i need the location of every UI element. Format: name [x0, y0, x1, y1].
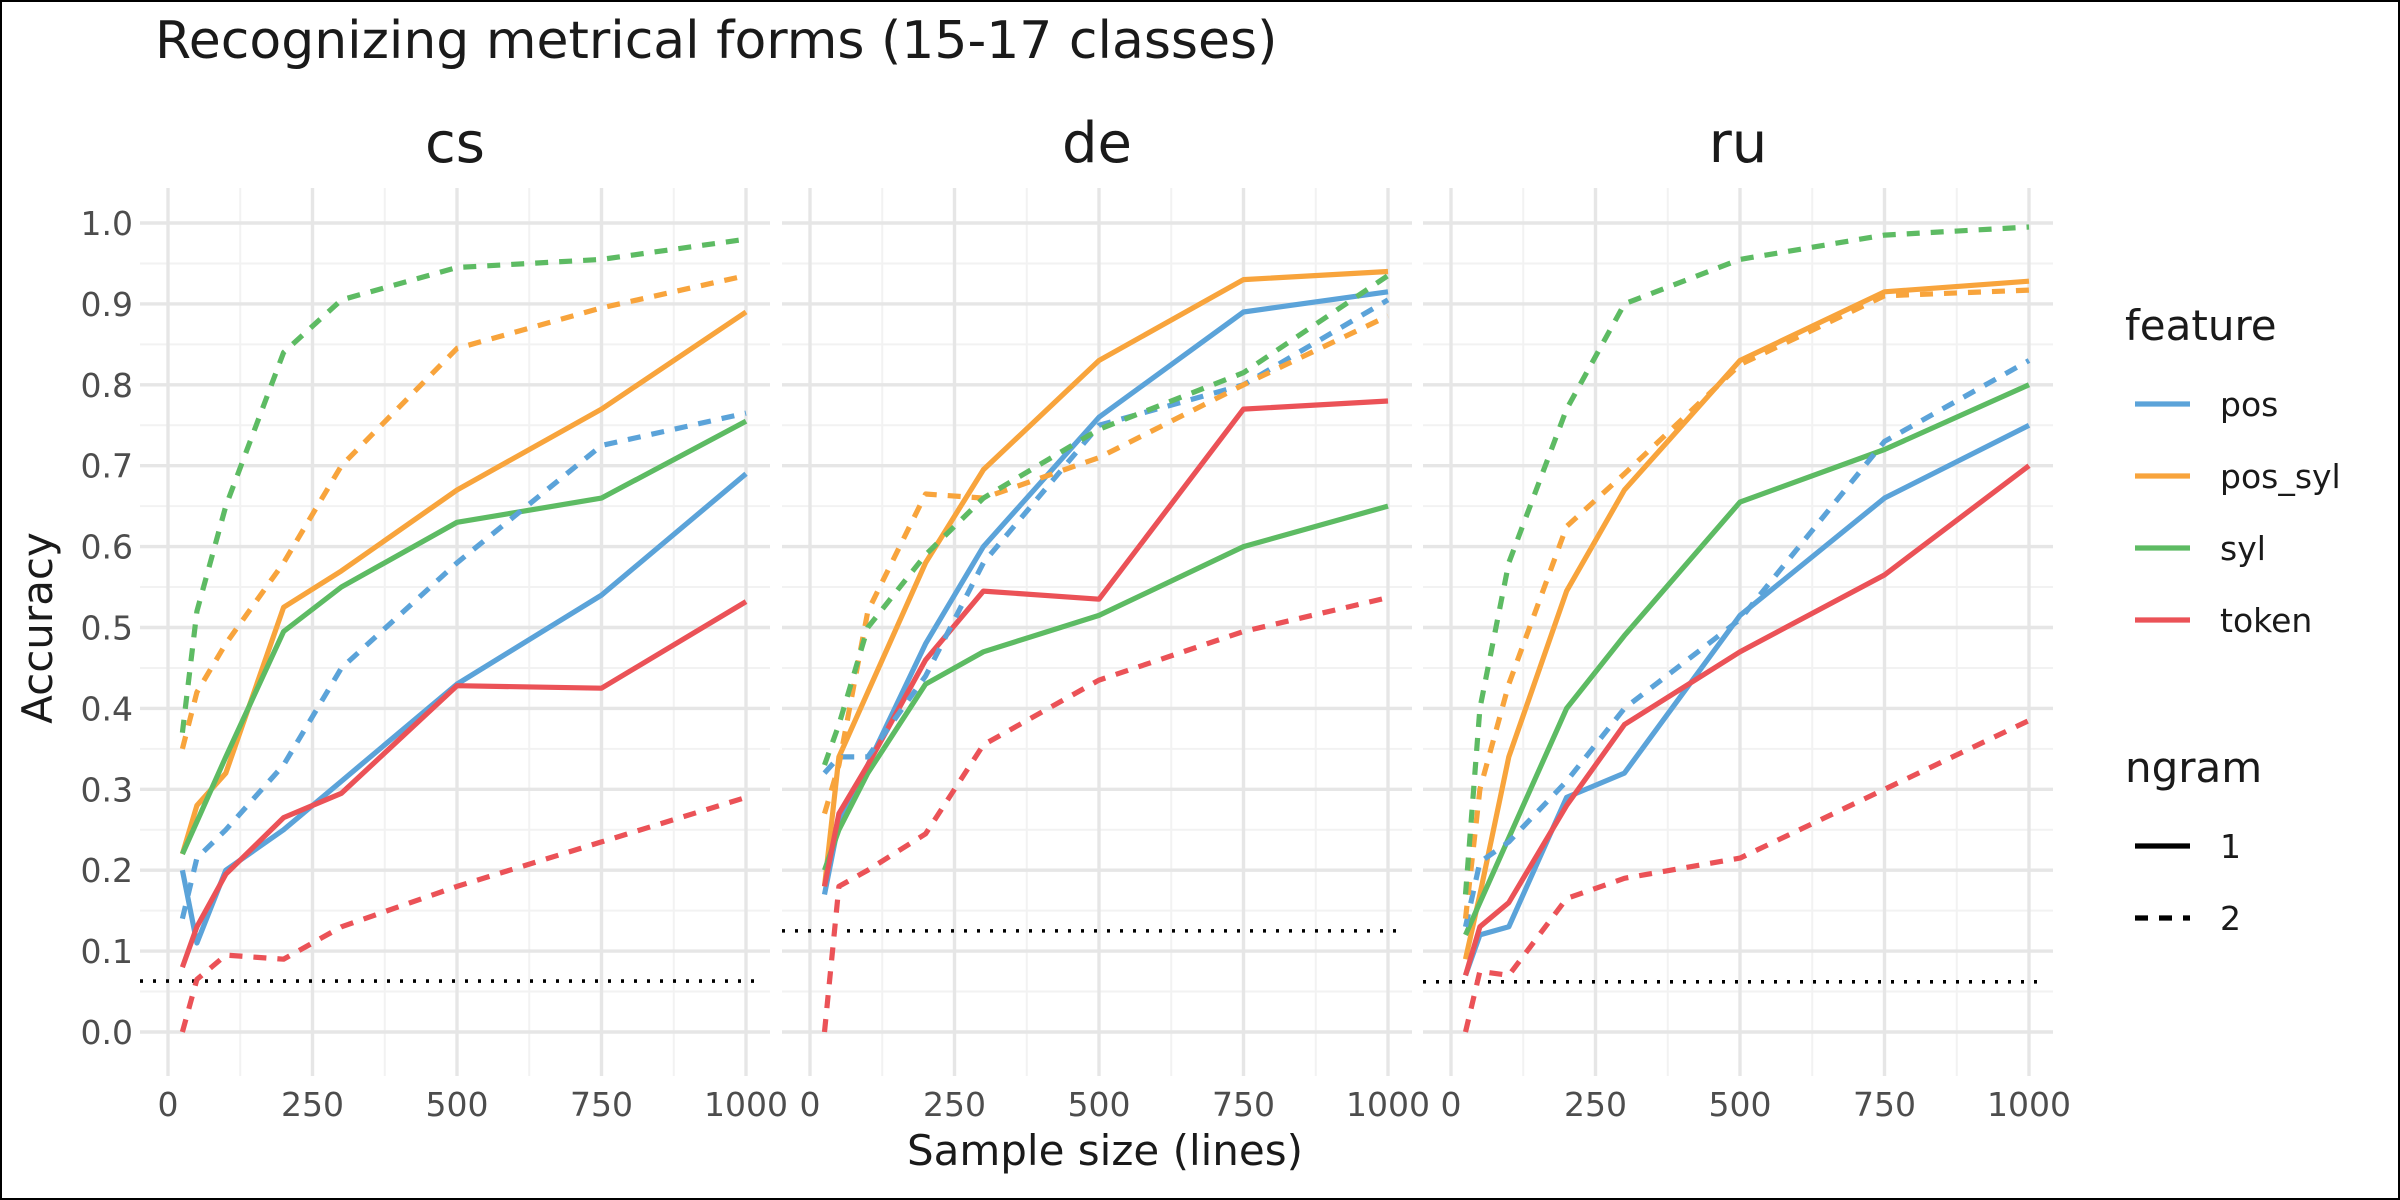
- x-tick-label: 0: [1441, 1085, 1462, 1124]
- line-de-syl-ngram1: [822, 503, 1389, 872]
- line-ru-pos_syl-ngram2: [1462, 287, 2030, 919]
- line-ru-syl-ngram2: [1462, 224, 2030, 895]
- facet-panels: cs 0 250 500 750 1000 0.0 0.1 0.2 0.3 0.4 0.5 0.6 0.7…: [81, 111, 2071, 1124]
- y-tick-label: 0.4: [81, 689, 133, 728]
- y-tick-label: 0.5: [81, 609, 133, 648]
- line-de-token-ngram1: [821, 398, 1389, 887]
- line-ru-token-ngram2: [1462, 718, 2031, 1033]
- legend-feature-title: feature: [2125, 301, 2277, 350]
- x-tick-label: 0: [800, 1085, 821, 1124]
- x-tick-label: 500: [426, 1085, 489, 1124]
- legend-label-token: token: [2220, 601, 2312, 640]
- x-tick-label: 750: [1853, 1085, 1916, 1124]
- line-cs-syl-ngram2: [179, 236, 747, 734]
- y-tick-label: 0.1: [81, 932, 133, 971]
- line-de-pos-ngram1: [821, 289, 1389, 896]
- legend-label-ngram-2: 2: [2220, 899, 2241, 938]
- line-de-token-ngram2: [821, 595, 1389, 1033]
- x-tick-label: 0: [158, 1085, 179, 1124]
- x-tick-label: 750: [570, 1085, 633, 1124]
- legend-label-ngram-1: 1: [2220, 827, 2241, 866]
- line-cs-pos-ngram2: [179, 410, 747, 920]
- line-de-pos_syl-ngram2: [822, 313, 1390, 815]
- line-ru-token-ngram1: [1463, 463, 2031, 977]
- facet-label-de: de: [1062, 111, 1132, 176]
- y-axis-title: Accuracy: [13, 532, 62, 724]
- line-cs-token-ngram2: [179, 794, 747, 1033]
- line-cs-pos_syl-ngram1: [179, 309, 748, 855]
- x-tick-label: 750: [1212, 1085, 1275, 1124]
- line-de-pos_syl-ngram1: [821, 268, 1389, 887]
- y-tick-label: 0.9: [81, 285, 133, 324]
- x-tick-label: 250: [281, 1085, 344, 1124]
- y-tick-label: 0.6: [81, 528, 133, 567]
- x-tick-label: 250: [1564, 1085, 1627, 1124]
- x-axis-title: Sample size (lines): [907, 1126, 1303, 1175]
- line-ru-pos-ngram2: [1462, 358, 2031, 928]
- legend-ngram-title: ngram: [2125, 743, 2262, 792]
- facet-panel-ru: ru 0 250 500 750 1000: [1423, 111, 2071, 1124]
- line-ru-pos_syl-ngram1: [1462, 278, 2030, 960]
- facet-label-ru: ru: [1709, 111, 1768, 176]
- line-cs-token-ngram1: [179, 599, 748, 969]
- line-cs-syl-ngram1: [180, 418, 748, 856]
- x-tick-label: 250: [923, 1085, 986, 1124]
- line-de-syl-ngram2: [822, 273, 1390, 766]
- line-ru-pos-ngram1: [1463, 422, 2031, 977]
- legend-ngram-entries: 12: [2135, 827, 2241, 938]
- line-ru-syl-ngram1: [1463, 382, 2031, 936]
- line-cs-pos_syl-ngram2: [179, 273, 747, 750]
- line-de-pos-ngram2: [822, 297, 1390, 775]
- y-tick-label: 0.3: [81, 770, 133, 809]
- y-tick-label: 0.0: [81, 1013, 133, 1052]
- y-tick-label: 0.8: [81, 366, 133, 405]
- x-tick-label: 1000: [1346, 1085, 1430, 1124]
- y-tick-label: 1.0: [81, 204, 133, 243]
- chart-title: Recognizing metrical forms (15-17 classe…: [155, 11, 1277, 71]
- x-tick-label: 1000: [1987, 1085, 2071, 1124]
- facet-panel-de: de 0 250 500 750 1000: [782, 111, 1430, 1124]
- legend-label-pos_syl: pos_syl: [2220, 457, 2341, 496]
- y-tick-label: 0.7: [81, 447, 133, 486]
- x-tick-label: 1000: [704, 1085, 788, 1124]
- facet-label-cs: cs: [425, 111, 485, 176]
- legend-label-pos: pos: [2220, 385, 2278, 424]
- facet-panel-cs: cs 0 250 500 750 1000 0.0 0.1 0.2 0.3 0.4 0.5 0.6 0.7…: [81, 111, 788, 1124]
- legend-label-syl: syl: [2220, 529, 2266, 568]
- x-tick-label: 500: [1709, 1085, 1772, 1124]
- y-tick-label: 0.2: [81, 851, 133, 890]
- x-tick-label: 500: [1068, 1085, 1131, 1124]
